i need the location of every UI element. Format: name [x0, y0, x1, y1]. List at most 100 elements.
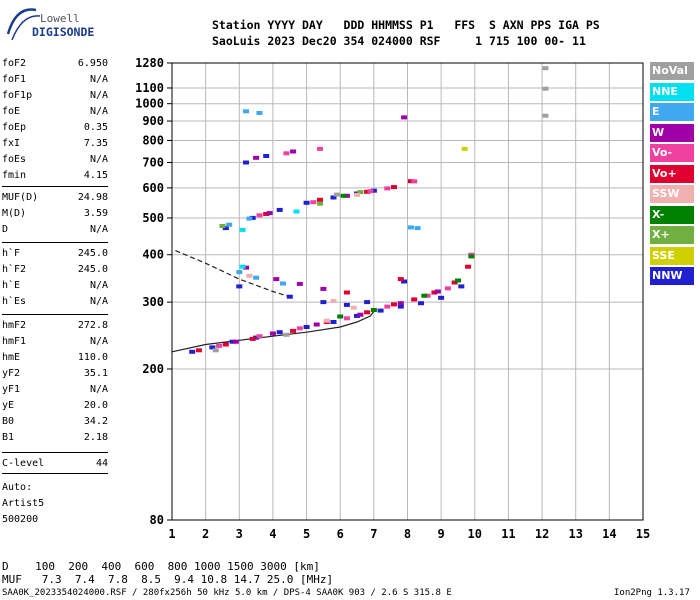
y-tick-label: 400	[142, 248, 164, 262]
echo-point-voplus	[391, 185, 397, 190]
echo-point-nnw	[243, 160, 249, 165]
param-value: 110.0	[77, 352, 108, 363]
echo-point-nne	[239, 264, 246, 269]
param-row: h`F 245.0	[2, 248, 108, 263]
param-row: hmE 110.0	[2, 352, 108, 367]
version-label: Ion2Png 1.3.17	[614, 588, 690, 598]
param-row: h`F2 245.0	[2, 264, 108, 279]
echo-point-xminus	[421, 293, 428, 298]
param-row: yE 20.0	[2, 400, 108, 415]
echo-point-nnw	[236, 284, 243, 289]
param-row: hmF2 272.8	[2, 320, 108, 335]
autoscale-line2: Artist5	[2, 498, 45, 509]
echo-point-voplus	[431, 290, 438, 295]
param-value: 6.950	[77, 58, 108, 69]
echo-point-noval	[542, 66, 549, 71]
param-row: fmin 4.15	[2, 170, 108, 185]
echo-point-nnw	[189, 349, 196, 354]
x-tick-label: 2	[202, 527, 209, 541]
y-tick-label: 600	[142, 181, 164, 195]
echo-point-ssw	[350, 305, 357, 310]
echo-point-voplus	[465, 264, 472, 269]
echo-point-nne	[293, 209, 300, 214]
echo-point-voplus	[364, 310, 371, 315]
echo-point-vominus	[384, 186, 391, 191]
echo-point-nnw	[263, 154, 270, 158]
echo-point-xminus	[337, 314, 344, 319]
echo-point-w	[232, 339, 239, 344]
x-tick-label: 5	[303, 527, 310, 541]
echo-point-voplus	[364, 189, 371, 194]
echo-point-vominus	[384, 304, 391, 309]
param-row: yF2 35.1	[2, 368, 108, 383]
param-name: hmF1	[2, 336, 27, 347]
echo-point-vominus	[256, 213, 263, 218]
echo-point-ssw	[323, 318, 330, 323]
legend-item-voplus: Vo+	[650, 164, 694, 183]
x-tick-label: 14	[602, 527, 616, 541]
param-value: 3.59	[83, 208, 108, 219]
param-row: h`E N/A	[2, 280, 108, 295]
param-value: N/A	[89, 106, 108, 117]
echo-point-nnw	[418, 301, 424, 306]
echo-point-e	[407, 225, 414, 230]
x-tick-label: 13	[568, 527, 582, 541]
param-name: h`F2	[2, 264, 27, 275]
plot-frame	[171, 62, 644, 521]
echo-point-voplus	[391, 302, 397, 307]
x-tick-label: 15	[636, 527, 650, 541]
param-value: 4.15	[83, 170, 108, 181]
echo-point-vominus	[283, 151, 290, 156]
x-tick-label: 8	[404, 527, 411, 541]
param-name: D	[2, 224, 9, 235]
echo-point-vominus	[424, 293, 431, 298]
echo-point-xplus	[317, 201, 323, 206]
param-row: hmF1 N/A	[2, 336, 108, 351]
param-value: 44	[95, 458, 108, 469]
echo-point-voplus	[222, 342, 229, 347]
echo-point-nnw	[438, 295, 445, 300]
echo-point-voplus	[407, 179, 414, 184]
logo-swoosh-inner	[11, 15, 41, 41]
echo-point-w	[273, 277, 280, 282]
param-name: foF2	[2, 58, 27, 69]
param-row: fxI 7.35	[2, 138, 108, 153]
param-name: yF2	[2, 368, 21, 379]
y-tick-label: 80	[150, 513, 164, 527]
param-value: N/A	[89, 74, 108, 85]
param-value: N/A	[89, 90, 108, 101]
param-name: h`E	[2, 280, 21, 291]
echo-point-e	[246, 216, 253, 221]
param-value: N/A	[89, 280, 108, 291]
echo-point-voplus	[249, 336, 256, 341]
param-value: 24.98	[77, 192, 108, 203]
param-row: B0 34.2	[2, 416, 108, 431]
echo-point-nnw	[209, 345, 216, 350]
ionogram-chart: 1 2 3 4 5 6 7 8 9 10 11 12 13 14 158020030040050060070…	[135, 56, 650, 541]
dashed-model-curve	[175, 250, 294, 299]
param-value: N/A	[89, 384, 108, 395]
echo-point-w	[434, 289, 441, 294]
echo-point-nne	[239, 227, 246, 232]
param-value: 20.0	[83, 400, 108, 411]
echo-point-ssw	[246, 273, 253, 278]
param-value: 245.0	[77, 264, 108, 275]
echo-point-sse	[461, 146, 468, 151]
echo-point-vominus	[367, 189, 374, 194]
param-value: 272.8	[77, 320, 108, 331]
param-row: foF1p N/A	[2, 90, 108, 105]
echo-point-w	[343, 193, 350, 198]
solid-model-curve	[171, 310, 375, 353]
echo-point-nnw	[286, 294, 293, 299]
echo-point-xplus	[219, 224, 226, 228]
param-value: 2.18	[83, 432, 108, 443]
param-name: fxI	[2, 138, 21, 149]
param-value: 34.2	[83, 416, 108, 427]
echo-point-e	[280, 281, 286, 286]
echo-point-w	[401, 115, 408, 120]
legend-item-w: W	[650, 123, 694, 142]
param-row: C-level 44	[2, 458, 108, 473]
param-name: foE	[2, 106, 21, 117]
param-value: 35.1	[83, 368, 108, 379]
legend-item-sse: SSE	[650, 246, 694, 265]
